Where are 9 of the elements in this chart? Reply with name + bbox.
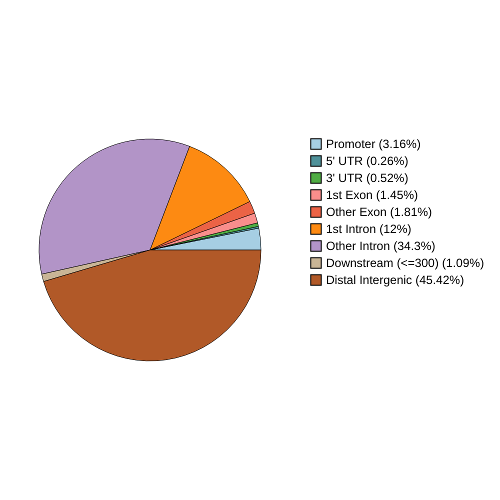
legend-label: 5' UTR (0.26%) xyxy=(326,154,408,168)
legend-label: 1st Exon (1.45%) xyxy=(326,188,418,202)
legend-label: 3' UTR (0.52%) xyxy=(326,171,408,185)
legend-label: Downstream (<=300) (1.09%) xyxy=(326,256,484,270)
legend-label: Other Intron (34.3%) xyxy=(326,239,436,253)
legend-label: Distal Intergenic (45.42%) xyxy=(326,273,464,287)
legend-label: Promoter (3.16%) xyxy=(326,137,421,151)
legend-label: Other Exon (1.81%) xyxy=(326,205,432,219)
legend-label: 1st Intron (12%) xyxy=(326,222,412,236)
